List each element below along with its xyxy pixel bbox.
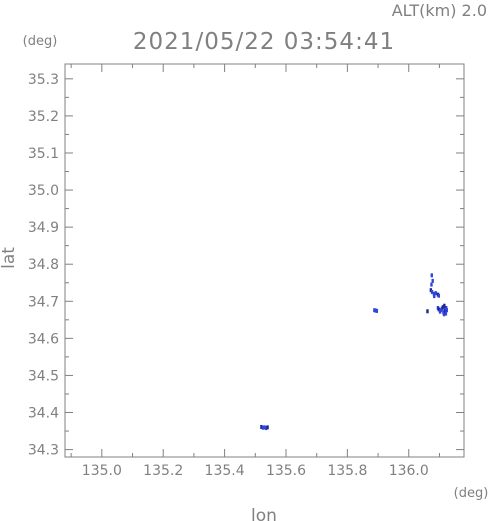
x-tick-label: 136.0 (389, 463, 429, 479)
y-tick-label: 34.5 (28, 368, 59, 384)
scatter-point (261, 425, 265, 430)
x-unit-label: (deg) (454, 486, 489, 501)
x-tick-label: 135.0 (82, 463, 122, 479)
scatter-point (443, 303, 446, 308)
scatter-point (442, 312, 446, 317)
scatter-point (373, 308, 376, 313)
scatter-point (433, 294, 436, 299)
x-tick-label: 135.8 (327, 463, 367, 479)
x-tick-label: 135.6 (266, 463, 306, 479)
scatter-point (374, 308, 377, 313)
y-tick-label: 34.3 (28, 443, 59, 459)
scatter-point (432, 291, 436, 296)
x-axis-title: lon (251, 506, 277, 521)
scatter-point (445, 308, 449, 313)
scatter-point (426, 309, 429, 314)
data-points (260, 273, 449, 431)
scatter-point (430, 290, 434, 295)
y-tick-label: 35.0 (28, 183, 59, 199)
scatter-point (444, 311, 448, 316)
scatter-point (434, 291, 437, 296)
y-axis-ticks: 34.3 34.4 34.5 34.6 34.7 34.8 34.9 35.0 35.1 35.2… (28, 72, 464, 459)
scatter-point (430, 282, 433, 287)
scatter-point (375, 308, 379, 313)
timestamp-title: 2021/05/22 03:54:41 (133, 29, 395, 55)
y-tick-label: 35.3 (28, 72, 59, 88)
y-tick-label: 34.9 (28, 220, 59, 236)
y-tick-label: 34.4 (28, 406, 59, 422)
scatter-point (441, 305, 445, 310)
scatter-point (430, 273, 433, 278)
x-axis-ticks: 135.0 135.2 135.4 135.6 135.8 136.0 (70, 64, 440, 479)
scatter-point (260, 424, 263, 429)
scatter-point (437, 307, 441, 312)
y-tick-label: 35.2 (28, 109, 59, 125)
y-tick-label: 35.1 (28, 146, 59, 162)
scatter-point (444, 309, 447, 314)
x-tick-label: 135.4 (205, 463, 245, 479)
scatter-point (264, 426, 268, 431)
y-tick-label: 34.6 (28, 331, 59, 347)
x-tick-label: 135.2 (143, 463, 183, 479)
scatter-point (429, 288, 433, 293)
plot-frame (64, 63, 465, 458)
scatter-point (266, 425, 269, 430)
scatter-point (444, 305, 448, 310)
altitude-label: ALT(km) 2.0 (392, 1, 487, 20)
scatter-point (437, 293, 441, 298)
y-tick-label: 34.7 (28, 294, 59, 310)
y-unit-label: (deg) (23, 34, 58, 49)
scatter-point (431, 278, 434, 283)
y-tick-label: 34.8 (28, 257, 59, 273)
scatter-point (263, 425, 266, 430)
y-axis-title: lat (0, 247, 19, 269)
